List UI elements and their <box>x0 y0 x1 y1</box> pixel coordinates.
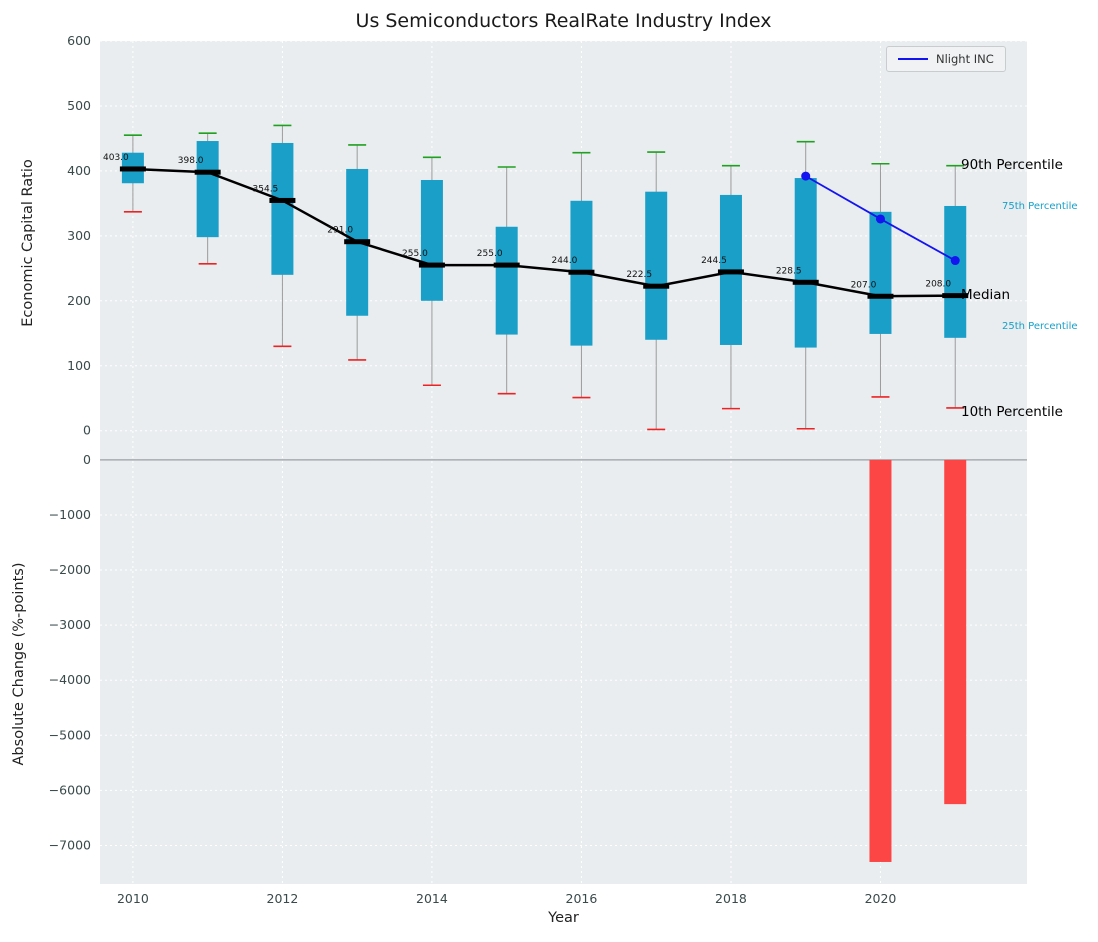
median-value-label-2020: 207.0 <box>851 280 877 290</box>
annotation-25th-percentile: 25th Percentile <box>1002 321 1078 332</box>
iqr-box <box>869 211 892 334</box>
iqr-box <box>420 179 443 301</box>
company-marker-2020 <box>875 214 885 224</box>
median-marker-2018 <box>717 269 744 275</box>
y-tick-label: −3000 <box>49 617 91 632</box>
y-tick-label: −5000 <box>49 727 91 742</box>
x-tick-label: 2018 <box>715 891 747 906</box>
median-value-label-2017: 222.5 <box>626 270 652 280</box>
annotation-median: Median <box>961 287 1011 303</box>
boxplot-2011 <box>196 132 219 265</box>
x-tick-label: 2012 <box>267 891 299 906</box>
median-value-label-2013: 291.0 <box>327 226 353 236</box>
x-axis-label: Year <box>548 910 579 926</box>
x-tick-label: 2016 <box>566 891 598 906</box>
y-tick-label: 300 <box>67 228 91 243</box>
x-tick-label: 2014 <box>416 891 448 906</box>
x-tick-labels: 2010 2012 2014 2016 2018 2020 <box>117 891 896 906</box>
median-value-label-2012: 354.5 <box>253 184 279 194</box>
median-value-label-2019: 228.5 <box>776 266 802 276</box>
y-tick-label: −6000 <box>49 782 91 797</box>
median-value-label-2014: 255.0 <box>402 249 428 259</box>
annotation-75th-percentile: 75th Percentile <box>1002 201 1078 212</box>
median-value-label-2021: 208.0 <box>925 280 951 290</box>
iqr-box <box>271 142 294 275</box>
y-tick-label: 0 <box>83 423 91 438</box>
boxplot-2021 <box>944 164 967 409</box>
y-axis-label-top: Economic Capital Ratio <box>20 159 36 327</box>
annotation-10th-percentile: 10th Percentile <box>961 404 1063 420</box>
y-tick-labels: 0 100 200 300 400 500 600 0 −1000 −2000 −3000 −4000… <box>49 33 91 852</box>
change-bar-2020 <box>869 459 892 862</box>
median-marker-2016 <box>568 269 595 275</box>
median-value-label-2018: 244.5 <box>701 256 727 266</box>
y-tick-label: 500 <box>67 98 91 113</box>
y-tick-label: 600 <box>67 33 91 48</box>
median-marker-2014 <box>418 262 445 268</box>
iqr-box <box>794 178 817 348</box>
legend-line-swatch <box>898 58 928 60</box>
y-tick-label: −4000 <box>49 672 91 687</box>
boxplot-2020 <box>869 162 892 398</box>
boxplot-2015 <box>495 166 518 395</box>
y-tick-label: 400 <box>67 163 91 178</box>
y-tick-label: 0 <box>83 452 91 467</box>
y-axis-label-bottom: Absolute Change (%-points) <box>11 562 27 766</box>
y-tick-label: 100 <box>67 358 91 373</box>
median-value-label-2011: 398.0 <box>178 156 204 166</box>
iqr-box <box>944 205 967 338</box>
chart-title: Us Semiconductors RealRate Industry Inde… <box>355 10 772 32</box>
median-value-label-2015: 255.0 <box>477 249 503 259</box>
x-tick-label: 2010 <box>117 891 149 906</box>
median-value-label-2010: 403.0 <box>103 153 129 163</box>
annotation-90th-percentile: 90th Percentile <box>961 157 1063 173</box>
median-marker-2010 <box>119 166 146 172</box>
boxplot-2019 <box>794 140 817 430</box>
y-tick-label: 200 <box>67 293 91 308</box>
median-marker-2019 <box>792 279 819 285</box>
legend-label: Nlight INC <box>936 52 994 66</box>
legend: Nlight INC <box>886 46 1006 72</box>
iqr-box <box>495 226 518 335</box>
y-tick-label: −1000 <box>49 507 91 522</box>
median-marker-2021 <box>942 293 969 299</box>
median-marker-2012 <box>269 197 296 203</box>
median-marker-2017 <box>643 283 670 289</box>
y-tick-label: −2000 <box>49 562 91 577</box>
median-marker-2011 <box>194 169 221 175</box>
median-value-label-2016: 244.0 <box>552 256 578 266</box>
company-marker-2021 <box>950 256 960 266</box>
median-marker-2015 <box>493 262 520 268</box>
boxplot-2014 <box>420 156 443 387</box>
boxplot-2012 <box>271 124 294 348</box>
median-marker-2020 <box>867 293 894 299</box>
iqr-box <box>196 141 219 238</box>
iqr-box <box>645 191 668 340</box>
median-marker-2013 <box>344 239 371 245</box>
x-tick-label: 2020 <box>865 891 897 906</box>
change-bar-2021 <box>944 459 967 805</box>
company-marker-2019 <box>801 171 811 181</box>
y-tick-label: −7000 <box>49 837 91 852</box>
boxplot-2017 <box>645 151 668 431</box>
